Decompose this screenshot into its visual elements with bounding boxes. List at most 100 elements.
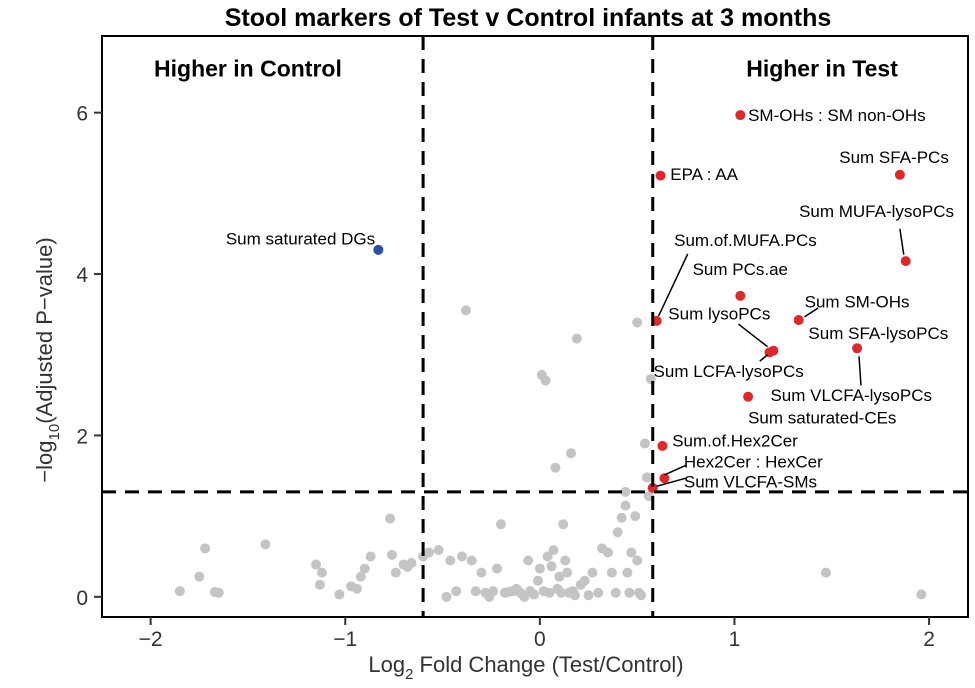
point-not-significant: [492, 563, 503, 574]
label-leader-line: [737, 323, 769, 348]
point-not-significant: [566, 448, 577, 459]
point-label: Sum SM-OHs: [805, 292, 910, 311]
point-label: EPA : AA: [670, 165, 738, 184]
point-not-significant: [554, 571, 565, 582]
point-not-significant: [620, 500, 631, 511]
point-label: Sum PCs.ae: [693, 260, 788, 279]
x-tick-label: 2: [923, 628, 935, 651]
label-leader-line: [656, 477, 687, 487]
point-not-significant: [544, 587, 555, 598]
point-higher-in-test: [657, 440, 668, 451]
point-not-significant: [636, 590, 647, 601]
point-not-significant: [445, 555, 456, 566]
point-higher-in-test: [659, 473, 670, 484]
point-not-significant: [460, 305, 471, 316]
x-axis-label-part: Fold Change (Test/Control): [413, 652, 683, 677]
point-not-significant: [542, 551, 553, 562]
point-not-significant: [351, 583, 362, 594]
point-labels: SM-OHs : SM non-OHs Sum SFA-PCs EPA : AA Su…: [226, 106, 954, 491]
point-label: Sum SFA-lysoPCs: [808, 324, 948, 343]
point-not-significant: [612, 527, 623, 538]
point-not-significant: [641, 472, 652, 483]
point-not-significant: [529, 589, 540, 600]
point-not-significant: [314, 579, 325, 590]
point-label: Sum.of.Hex2Cer: [672, 431, 798, 450]
point-not-significant: [593, 587, 604, 598]
point-higher-in-test: [793, 315, 804, 326]
point-not-significant: [359, 563, 370, 574]
point-label: Sum.of.MUFA.PCs: [674, 231, 817, 250]
point-not-significant: [334, 589, 345, 600]
point-not-significant: [602, 547, 613, 558]
y-tick-label: 6: [76, 103, 88, 126]
label-leader-line: [657, 253, 689, 317]
point-not-significant: [441, 591, 452, 602]
label-leader-line: [664, 464, 687, 476]
point-higher-in-test: [852, 343, 863, 354]
x-axis-label-subscript: 2: [405, 666, 413, 683]
point-not-significant: [587, 567, 598, 578]
x-axis-label: Log2 Fold Change (Test/Control): [368, 652, 683, 683]
point-not-significant: [632, 555, 643, 566]
x-tick-label: −2: [139, 628, 163, 651]
point-not-significant: [571, 333, 582, 344]
point-not-significant: [548, 545, 559, 556]
point-not-significant: [606, 567, 617, 578]
point-label: Sum lysoPCs: [668, 305, 770, 324]
plot-area: −2 −1 0 1 2 0 2 4 6 Higher in Control Higher in Te…: [76, 35, 969, 651]
point-label: SM-OHs : SM non-OHs: [748, 106, 926, 125]
label-leader-line: [759, 354, 769, 362]
point-label: Sum MUFA-lysoPCs: [799, 202, 954, 221]
point-higher-in-control: [373, 244, 384, 255]
y-axis-label-part: −log: [32, 440, 57, 482]
x-tick-label: 0: [534, 628, 546, 651]
point-not-significant: [386, 549, 397, 560]
point-not-significant: [639, 438, 650, 449]
point-label: Sum SFA-PCs: [839, 148, 949, 167]
label-leader-line: [858, 356, 862, 386]
label-leader-line: [804, 307, 819, 318]
point-not-significant: [433, 545, 444, 556]
point-not-significant: [260, 539, 271, 550]
point-higher-in-test: [894, 169, 905, 180]
point-not-significant: [626, 547, 637, 558]
x-tick-label: −1: [333, 628, 357, 651]
point-not-significant: [311, 559, 322, 570]
point-not-significant: [406, 557, 417, 568]
y-axis-label-subscript: 10: [46, 424, 63, 441]
point-not-significant: [213, 587, 224, 598]
point-higher-in-test: [647, 482, 658, 493]
point-not-significant: [820, 567, 831, 578]
x-axis-label-part: Log: [368, 652, 405, 677]
y-axis-label-part: (Adjusted P−value): [32, 237, 57, 424]
point-not-significant: [632, 317, 643, 328]
region-label: Higher in Test: [746, 55, 898, 81]
point-label: Sum saturated-CEs: [748, 409, 896, 428]
point-not-significant: [616, 512, 627, 523]
point-not-significant: [390, 567, 401, 578]
point-label: Sum VLCFA-lysoPCs: [770, 386, 932, 405]
point-not-significant: [546, 561, 557, 572]
point-higher-in-test: [655, 170, 666, 181]
point-not-significant: [451, 586, 462, 597]
y-tick-label: 2: [76, 425, 88, 448]
point-not-significant: [532, 575, 543, 586]
chart-title: Stool markers of Test v Control infants …: [225, 4, 832, 32]
point-not-significant: [610, 587, 621, 598]
point-not-significant: [523, 555, 534, 566]
label-leader-line: [899, 228, 905, 255]
plot-frame: [101, 35, 969, 618]
point-not-significant: [622, 567, 633, 578]
point-not-significant: [423, 547, 434, 558]
point-not-significant: [495, 519, 506, 530]
region-label: Higher in Control: [154, 55, 342, 81]
point-not-significant: [916, 589, 927, 600]
point-label: Hex2Cer : HexCer: [684, 452, 823, 471]
point-label: Sum LCFA-lysoPCs: [654, 362, 804, 381]
point-not-significant: [457, 551, 468, 562]
y-tick-label: 4: [76, 264, 88, 287]
point-not-significant: [316, 567, 327, 578]
point-higher-in-test: [743, 391, 754, 402]
point-label: Sum saturated DGs: [226, 230, 375, 249]
